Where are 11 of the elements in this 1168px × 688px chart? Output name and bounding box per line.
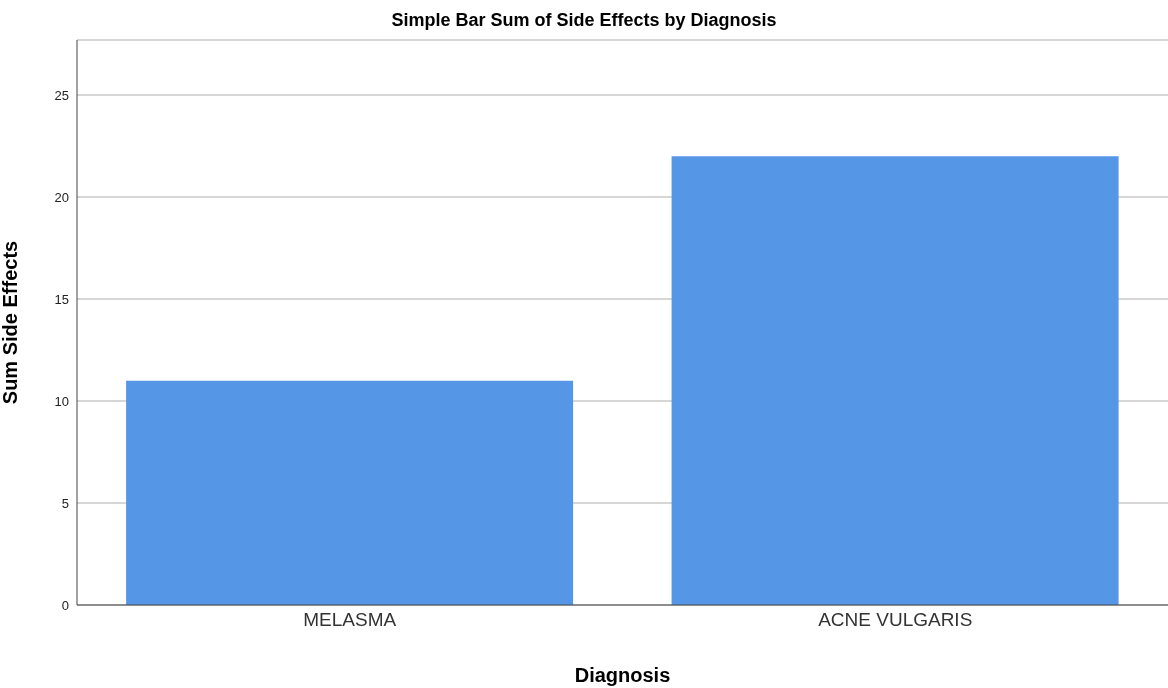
y-tick-label: 20 xyxy=(54,189,69,205)
y-tick-label: 15 xyxy=(54,291,69,307)
x-tick-label: ACNE VULGARIS xyxy=(818,609,973,631)
y-tick-label: 25 xyxy=(54,87,69,103)
y-axis-title: Sum Side Effects xyxy=(0,240,22,405)
chart-title: Simple Bar Sum of Side Effects by Diagnosis xyxy=(390,10,778,31)
y-tick-label: 10 xyxy=(54,393,69,409)
x-axis-title: Diagnosis xyxy=(574,664,671,686)
y-tick-label: 5 xyxy=(61,495,69,511)
x-tick-label: MELASMA xyxy=(303,609,397,631)
y-tick-label: 0 xyxy=(61,597,69,613)
